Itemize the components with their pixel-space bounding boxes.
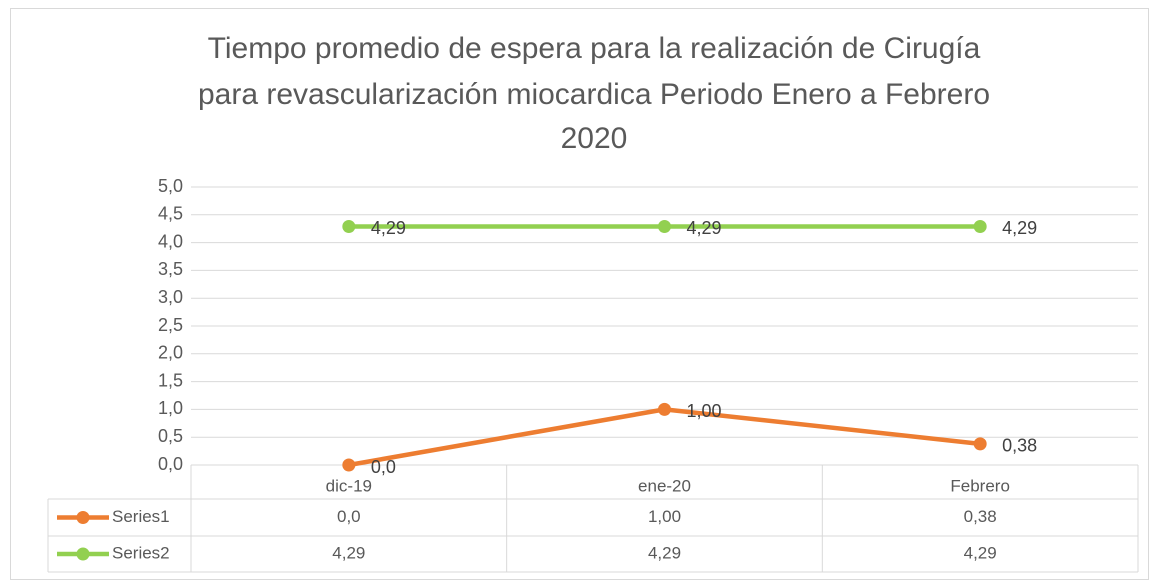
point <box>342 458 356 472</box>
x-tick-label: dic-19 <box>326 476 372 495</box>
point <box>973 219 987 233</box>
data-label: 4,29 <box>371 218 406 238</box>
y-tick-label: 3,0 <box>158 287 183 307</box>
chart-title: 2020 <box>561 122 628 155</box>
y-tick-label: 3,5 <box>158 259 183 279</box>
table-cell: 4,29 <box>964 543 997 562</box>
table-cell: 4,29 <box>648 543 681 562</box>
y-tick-label: 0,0 <box>158 454 183 474</box>
point <box>973 437 987 451</box>
table-cell: 1,00 <box>648 507 681 526</box>
point <box>658 402 671 416</box>
table-cell: 4,29 <box>332 543 365 562</box>
data-label: 0,0 <box>371 457 396 477</box>
chart-border <box>10 8 1149 580</box>
data-label: 4,29 <box>1002 218 1037 238</box>
point <box>342 219 356 233</box>
chart-title: para revascularización miocardica Period… <box>198 78 990 111</box>
y-tick-label: 4,0 <box>158 231 183 251</box>
y-tick-label: 1,5 <box>158 370 183 390</box>
x-tick-label: Febrero <box>950 476 1010 495</box>
point <box>658 219 671 233</box>
legend-label: Series1 <box>112 507 170 526</box>
legend-label: Series2 <box>112 543 170 562</box>
legend-marker <box>76 511 90 524</box>
y-tick-label: 4,5 <box>158 204 183 224</box>
x-tick-label: ene-20 <box>638 476 691 495</box>
table-cell: 0,38 <box>964 507 997 526</box>
y-tick-label: 0,5 <box>158 426 183 446</box>
y-tick-label: 1,0 <box>158 398 183 418</box>
data-label: 4,29 <box>687 218 722 238</box>
data-label: 0,38 <box>1002 436 1037 456</box>
y-tick-label: 2,0 <box>158 343 183 363</box>
table-cell: 0,0 <box>337 507 361 526</box>
y-tick-label: 2,5 <box>158 315 183 335</box>
chart-title: Tiempo promedio de espera para la realiz… <box>208 32 981 65</box>
data-label: 1,00 <box>687 401 722 421</box>
legend-marker <box>76 547 90 561</box>
y-tick-label: 5,0 <box>158 176 183 196</box>
